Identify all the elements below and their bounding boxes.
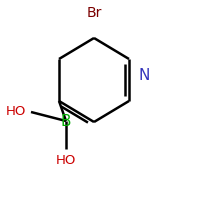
Text: HO: HO [6, 105, 26, 118]
Text: N: N [139, 68, 150, 82]
Text: Br: Br [86, 6, 102, 20]
Text: B: B [61, 114, 71, 129]
Text: HO: HO [56, 154, 76, 167]
